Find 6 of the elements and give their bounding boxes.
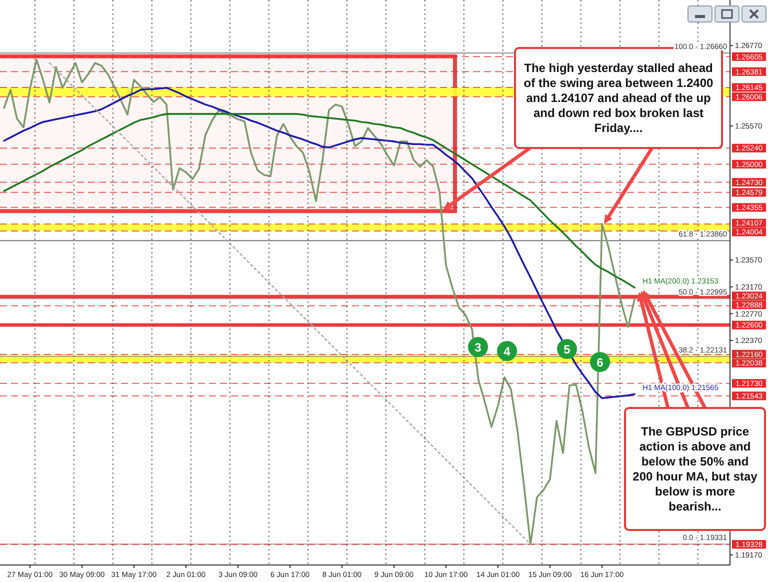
annotation: 4 [504,344,511,358]
annotation: 3 [474,340,482,354]
annotation: 6 [596,355,604,370]
annotation: The GBPUSD price action is above and below the 50% and 200 hour MA, but stay below is more bearish... [632,424,758,514]
annotation: 5 [564,342,571,356]
annotation: The high yesterday stalled ahead of the swing area between 1.2400 and 1.24107 and ahead of the up and down red box broken last Friday.... [524,61,714,136]
